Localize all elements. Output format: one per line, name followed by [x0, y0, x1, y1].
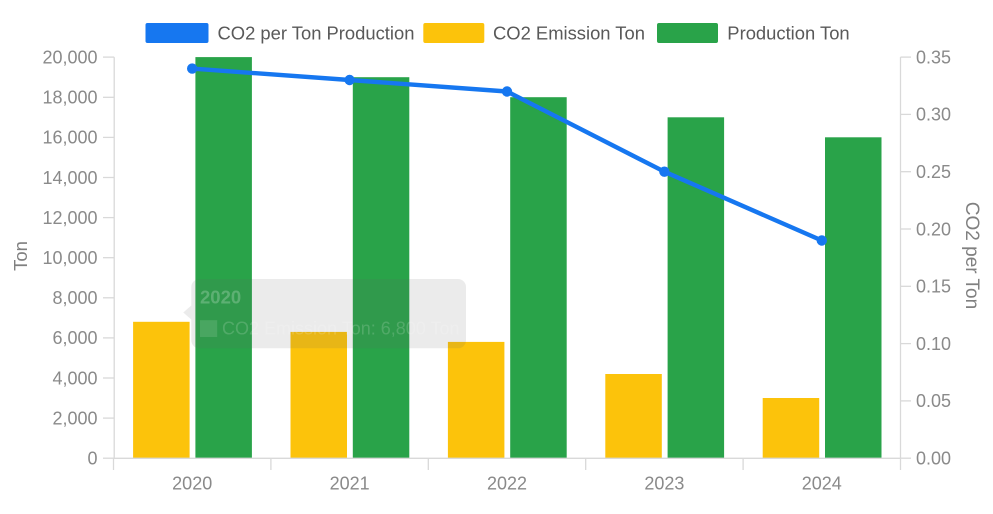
svg-text:6,000: 6,000 — [52, 328, 97, 348]
svg-text:2022: 2022 — [487, 474, 527, 494]
svg-text:0.05: 0.05 — [916, 391, 951, 411]
svg-text:4,000: 4,000 — [52, 368, 97, 388]
svg-text:2,000: 2,000 — [52, 408, 97, 428]
svg-text:0.15: 0.15 — [916, 277, 951, 297]
svg-text:16,000: 16,000 — [42, 128, 97, 148]
svg-text:2023: 2023 — [644, 474, 684, 494]
svg-text:12,000: 12,000 — [42, 208, 97, 228]
svg-text:0: 0 — [87, 449, 97, 469]
svg-text:0.30: 0.30 — [916, 105, 951, 125]
svg-text:CO2 per Ton: CO2 per Ton — [961, 202, 982, 309]
svg-text:18,000: 18,000 — [42, 88, 97, 108]
svg-text:Ton: Ton — [10, 241, 31, 271]
svg-text:CO2 per Ton Production: CO2 per Ton Production — [218, 23, 415, 44]
svg-text:14,000: 14,000 — [42, 168, 97, 188]
svg-text:10,000: 10,000 — [42, 248, 97, 268]
svg-text:0.35: 0.35 — [916, 48, 951, 68]
svg-text:2021: 2021 — [330, 474, 370, 494]
svg-text:20,000: 20,000 — [42, 48, 97, 68]
svg-text:0.20: 0.20 — [916, 219, 951, 239]
svg-text:Production Ton: Production Ton — [727, 23, 849, 44]
svg-text:2020: 2020 — [200, 287, 241, 308]
svg-text:0.25: 0.25 — [916, 162, 951, 182]
svg-text:0.10: 0.10 — [916, 334, 951, 354]
svg-text:CO2 Emission Ton: CO2 Emission Ton — [493, 23, 645, 44]
svg-text:CO2 Emission Ton: 6,800 Ton: CO2 Emission Ton: 6,800 Ton — [222, 319, 459, 339]
svg-text:2020: 2020 — [172, 474, 212, 494]
svg-text:8,000: 8,000 — [52, 288, 97, 308]
svg-text:0.00: 0.00 — [916, 449, 951, 469]
svg-text:2024: 2024 — [802, 474, 842, 494]
